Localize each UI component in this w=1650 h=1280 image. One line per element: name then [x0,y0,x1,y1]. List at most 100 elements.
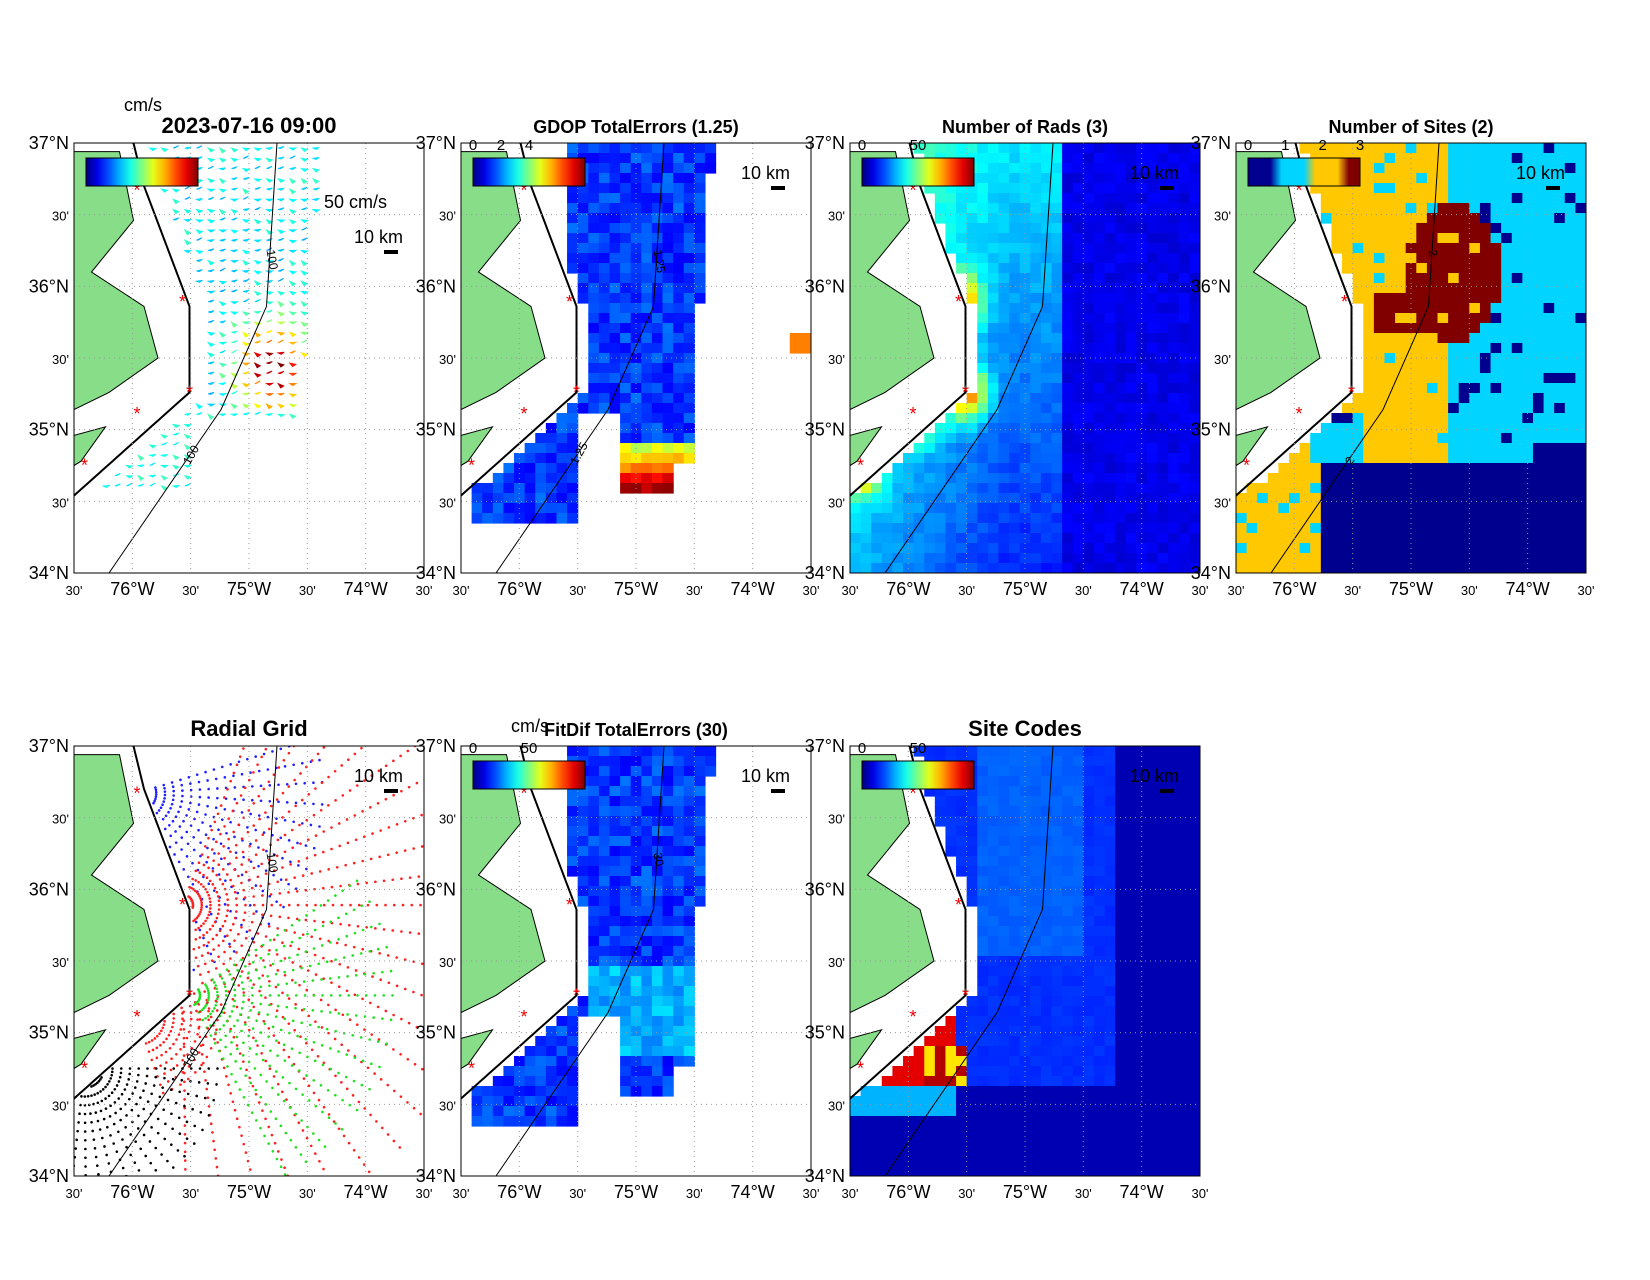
field-cell [588,163,599,174]
grid-point [277,1093,280,1096]
field-cell [1565,343,1576,354]
grid-point [213,1148,216,1151]
field-cell [1353,243,1364,254]
grid-point [244,1023,247,1026]
field-cell [663,303,674,314]
grid-point [388,981,391,984]
field-cell [1009,313,1020,324]
field-cell [1544,193,1555,204]
field-cell [1105,373,1116,384]
field-cell [1575,393,1586,404]
grid-point [184,1168,187,1171]
field-cell [1491,453,1502,464]
field-cell [1126,373,1137,384]
grid-point [94,1111,97,1114]
grid-point [368,950,371,953]
grid-point [222,845,225,848]
field-cell [1374,153,1385,164]
grid-point [164,1067,167,1070]
field-cell [1041,193,1052,204]
field-cell [546,513,557,524]
grid-point [210,953,213,956]
field-cell [977,283,988,294]
grid-point [172,820,175,823]
field-cell [1073,163,1084,174]
grid-point [75,1139,78,1142]
field-cell [1030,343,1041,354]
field-cell [1395,493,1406,504]
field-cell [599,243,610,254]
grid-point [143,1134,146,1137]
grid-point [232,885,235,888]
grid-point [268,1064,271,1067]
grid-point [199,973,202,976]
field-cell [1247,523,1258,534]
field-cell [705,153,716,164]
grid-point [258,706,261,709]
grid-point [280,1125,283,1128]
current-vector [290,210,296,214]
field-cell [1448,183,1459,194]
field-cell [1052,413,1063,424]
current-vector [255,199,261,201]
field-cell [620,433,631,444]
field-cell [1168,533,1179,544]
field-cell [1147,293,1158,304]
field-cell [1179,303,1190,314]
field-cell [998,153,1009,164]
y-tick-label: 37°N [29,133,69,153]
field-cell [988,293,999,304]
grid-point [248,879,251,882]
field-cell [535,463,546,474]
current-vector [267,302,273,304]
grid-point [136,1080,139,1083]
grid-point [267,953,270,956]
field-cell [1512,293,1523,304]
grid-point [268,949,271,952]
field-cell [1062,293,1073,304]
grid-point [313,1092,316,1095]
grid-point [487,867,490,870]
grid-point [275,986,278,989]
grid-point [294,1007,297,1010]
field-cell [578,263,589,274]
field-cell [1179,183,1190,194]
grid-point [85,1191,88,1194]
field-cell [1427,333,1438,344]
grid-point [400,930,403,933]
field-cell [1416,323,1427,334]
grid-point [369,1114,372,1117]
current-vector [302,227,307,230]
field-cell [1052,523,1063,534]
grid-point [195,921,198,924]
map-panel: *****1.251.2537°N30'36°N30'35°N30'34°N30… [416,117,820,599]
field-cell [609,153,620,164]
grid-point [294,1003,297,1006]
field-cell [892,463,903,474]
current-vector [232,218,238,220]
field-cell [1052,153,1063,164]
field-cell [1491,393,1502,404]
field-cell [1512,553,1523,564]
field-cell [1353,563,1364,574]
grid-point [395,956,398,959]
field-cell [1300,463,1311,474]
grid-point [241,970,244,973]
grid-point [336,942,339,945]
field-cell [1083,183,1094,194]
grid-point [379,829,382,832]
grid-point [89,1112,92,1115]
grid-point [390,1018,393,1021]
field-cell [1009,233,1020,244]
field-cell [609,343,620,354]
grid-point [139,1147,142,1150]
grid-point [234,891,237,894]
field-cell [1575,483,1586,494]
grid-point [331,886,334,889]
field-cell [1331,143,1342,154]
grid-point [172,1017,175,1020]
field-cell [945,443,956,454]
grid-point [249,813,252,816]
field-cell [1469,513,1480,524]
field-cell [1147,513,1158,524]
